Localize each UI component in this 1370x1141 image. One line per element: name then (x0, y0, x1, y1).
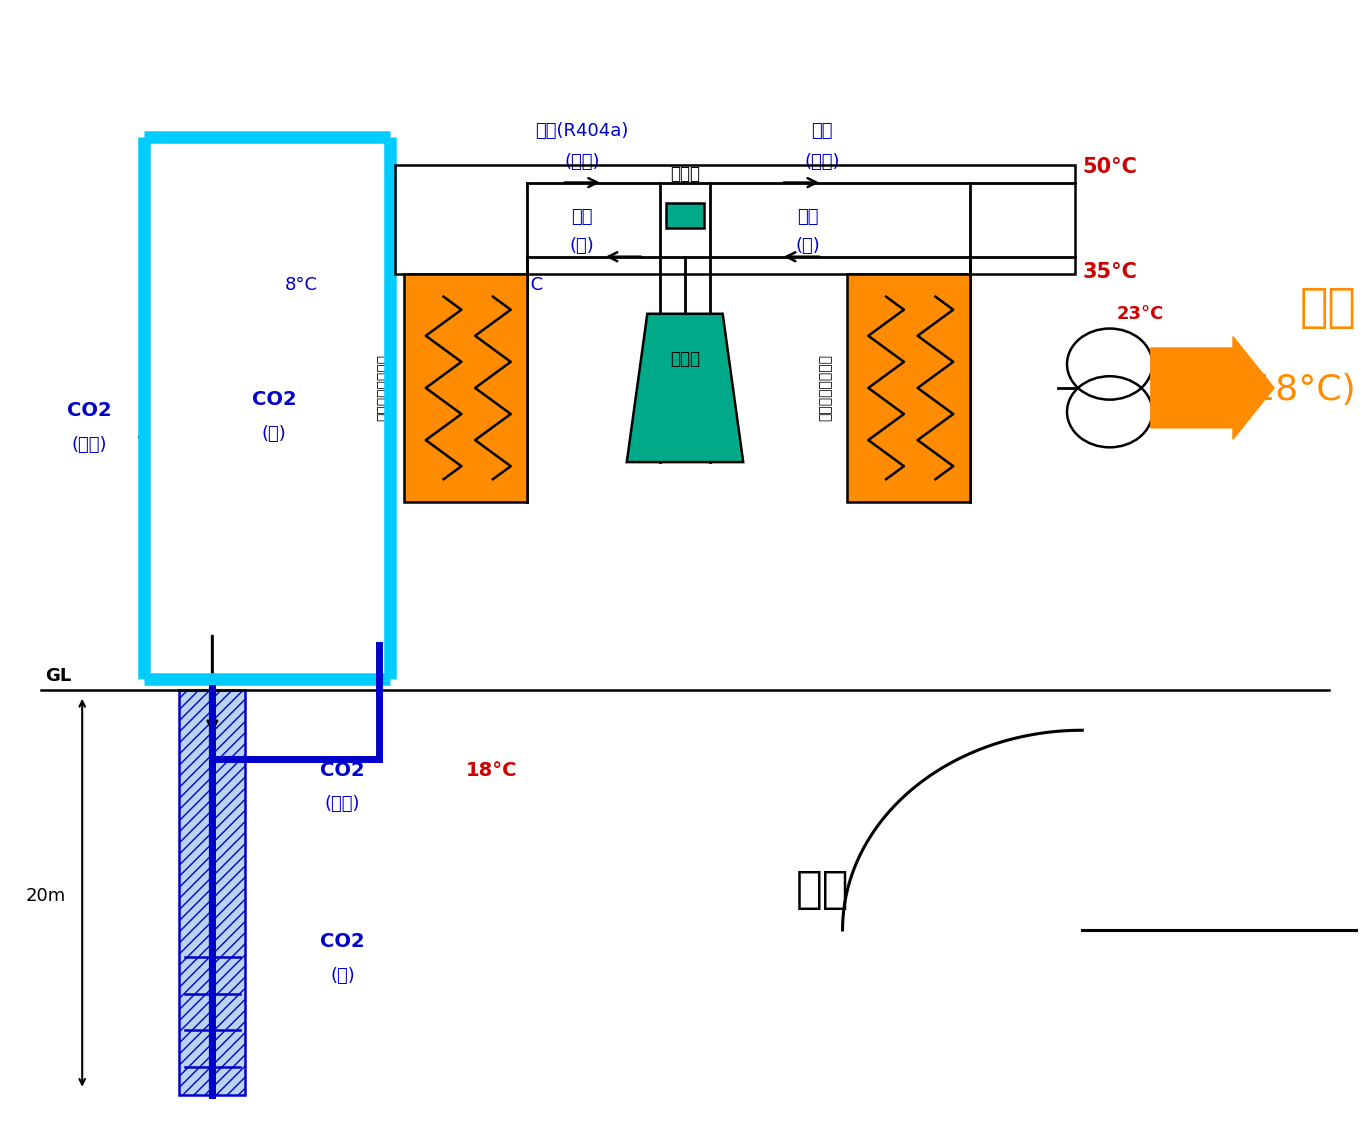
Text: (液): (液) (570, 237, 595, 256)
Bar (847, 274, 970, 502)
Bar (395, 165, 1075, 274)
Text: 5°C: 5°C (511, 276, 544, 294)
Text: 50°C: 50°C (1082, 156, 1137, 177)
Text: (18°C): (18°C) (1238, 373, 1356, 407)
Text: (ガス): (ガス) (804, 153, 840, 171)
Text: 加熱器（凝縮器）: 加熱器（凝縮器） (819, 355, 833, 421)
Polygon shape (626, 314, 743, 462)
Text: 温室: 温室 (1300, 285, 1356, 331)
Text: GL: GL (45, 666, 71, 685)
Text: 18°C: 18°C (466, 761, 518, 779)
Text: (液): (液) (262, 424, 286, 443)
Text: 冷媒(R404a): 冷媒(R404a) (536, 122, 629, 140)
Text: 冷媒: 冷媒 (797, 208, 819, 226)
Text: CO2: CO2 (321, 761, 364, 779)
Bar (404, 274, 527, 502)
Text: (液): (液) (796, 237, 821, 256)
Text: (液): (液) (330, 966, 355, 985)
Text: (ガス): (ガス) (564, 153, 600, 171)
Text: 膨張弁: 膨張弁 (670, 164, 700, 183)
Text: 吸熱器（蒸発器）: 吸熱器（蒸発器） (377, 355, 390, 421)
Bar (179, 690, 245, 1095)
Text: CO2: CO2 (321, 932, 364, 950)
FancyArrow shape (1151, 337, 1274, 439)
Text: CO2: CO2 (252, 390, 296, 408)
Text: 地中: 地中 (795, 868, 849, 912)
Text: 23°C: 23°C (1117, 305, 1164, 323)
Text: 冷媒: 冷媒 (571, 208, 593, 226)
Text: (ガス): (ガス) (325, 795, 360, 814)
Text: 冷媒: 冷媒 (811, 122, 833, 140)
Text: CO2: CO2 (67, 402, 111, 420)
Text: 20m: 20m (26, 887, 66, 905)
Text: 圧縮機: 圧縮機 (670, 350, 700, 369)
Text: (ガス): (ガス) (71, 436, 107, 454)
Text: 35°C: 35°C (1082, 262, 1137, 283)
Bar (666, 203, 704, 228)
Text: 8°C: 8°C (285, 276, 318, 294)
